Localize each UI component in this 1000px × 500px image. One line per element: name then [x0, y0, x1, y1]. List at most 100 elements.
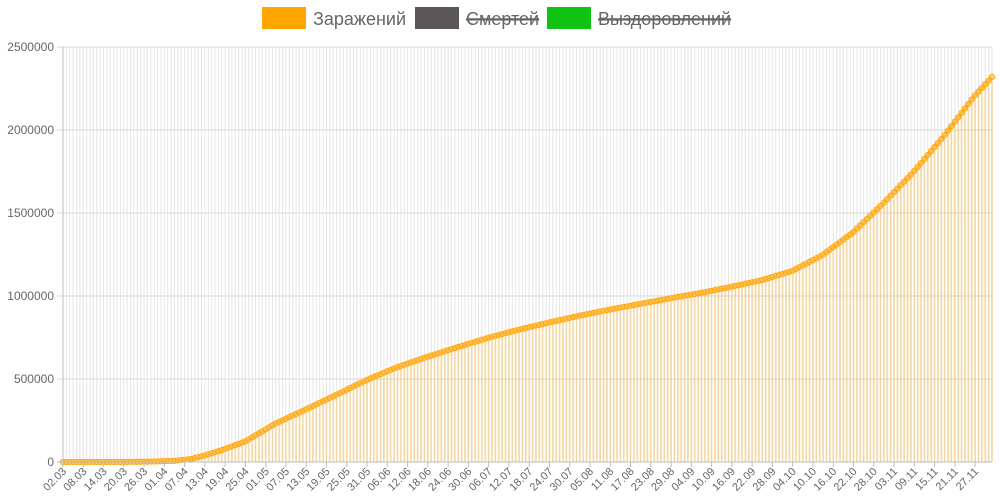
y-tick-label: 0: [47, 455, 54, 469]
bar: [612, 308, 615, 462]
bar: [325, 399, 328, 462]
data-point: [978, 84, 985, 92]
bar: [511, 331, 514, 462]
bar: [744, 283, 747, 462]
bar: [291, 415, 294, 462]
bar: [768, 277, 770, 462]
bar: [913, 170, 916, 462]
bar: [632, 305, 635, 462]
bar: [565, 318, 568, 462]
bar: [295, 413, 298, 462]
bar: [812, 260, 814, 462]
x-axis: 02.0308.0314.0320.0326.0301.0407.0413.04…: [41, 461, 992, 494]
bar: [210, 453, 213, 462]
bar: [568, 317, 571, 462]
bar: [305, 409, 308, 462]
bar: [970, 99, 973, 462]
bar: [602, 310, 605, 462]
data-point: [955, 114, 962, 121]
legend-item-1[interactable]: Заражений: [262, 7, 406, 29]
bar: [366, 379, 368, 462]
bar: [903, 181, 906, 462]
bar: [747, 282, 750, 462]
bar: [751, 282, 754, 462]
bar: [680, 296, 683, 462]
bar: [754, 281, 757, 462]
bar: [437, 353, 439, 462]
bar: [521, 328, 524, 462]
bar: [855, 228, 858, 462]
bar: [774, 275, 777, 462]
bar: [869, 215, 872, 462]
bar: [653, 301, 656, 462]
bar: [555, 320, 558, 462]
data-point: [941, 131, 948, 139]
bar: [663, 299, 666, 462]
bar: [859, 225, 862, 462]
data-point: [934, 139, 942, 147]
bar: [835, 244, 838, 462]
bar: [420, 358, 423, 462]
bar: [538, 324, 541, 462]
bar: [592, 312, 595, 462]
bar: [703, 292, 706, 462]
bar: [727, 287, 730, 462]
bar: [920, 162, 922, 463]
y-tick-label: 1500000: [7, 206, 54, 220]
bar: [872, 212, 875, 462]
bar: [737, 285, 740, 462]
bar: [916, 166, 919, 462]
bar: [312, 405, 314, 462]
bar: [288, 417, 291, 462]
bar: [896, 188, 899, 462]
bar: [335, 394, 338, 462]
bar: [761, 279, 764, 462]
bar: [626, 306, 629, 462]
bar: [605, 310, 608, 462]
grid-lines: [57, 46, 993, 463]
bar: [980, 87, 983, 462]
bar: [362, 381, 365, 462]
bar: [470, 342, 473, 462]
bar: [203, 455, 206, 462]
data-point: [907, 171, 915, 178]
bar: [301, 410, 304, 462]
bar: [426, 356, 429, 462]
bar: [220, 450, 223, 462]
bar: [430, 355, 433, 462]
bar: [781, 273, 784, 462]
legend-item-2[interactable]: Смертей: [415, 7, 540, 29]
bar: [399, 365, 402, 462]
data-point: [921, 155, 928, 163]
bar: [258, 433, 260, 462]
bar: [528, 327, 531, 462]
bar: [332, 396, 335, 462]
bar: [551, 321, 554, 462]
bar: [991, 76, 993, 462]
bar: [410, 362, 412, 462]
legend-item-3[interactable]: Выздоровлений: [547, 7, 732, 29]
bar: [771, 276, 774, 462]
data-point: [985, 77, 992, 84]
bar: [778, 274, 781, 462]
bar: [501, 334, 504, 462]
bar: [666, 298, 669, 462]
legend-swatch: [415, 7, 459, 29]
bar: [909, 174, 912, 463]
bar: [893, 192, 895, 462]
bar: [609, 309, 612, 462]
bar: [504, 333, 507, 462]
bar: [879, 205, 882, 462]
bar: [518, 329, 520, 462]
bar: [447, 350, 450, 462]
bar: [396, 367, 399, 462]
bar: [318, 402, 321, 462]
bar: [660, 300, 662, 462]
data-point: [951, 118, 958, 125]
bar: [531, 326, 534, 462]
data-point: [975, 88, 982, 95]
legend-swatch: [262, 7, 306, 29]
bar: [977, 91, 980, 463]
data-point: [988, 73, 996, 80]
